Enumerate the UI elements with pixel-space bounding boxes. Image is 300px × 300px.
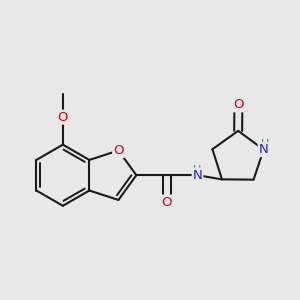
Text: N: N bbox=[259, 143, 269, 156]
Text: O: O bbox=[113, 144, 124, 157]
Text: H: H bbox=[261, 139, 269, 149]
Text: O: O bbox=[162, 196, 172, 208]
Text: O: O bbox=[233, 98, 244, 111]
Text: H: H bbox=[193, 165, 202, 175]
Text: N: N bbox=[193, 169, 202, 182]
Text: O: O bbox=[58, 111, 68, 124]
